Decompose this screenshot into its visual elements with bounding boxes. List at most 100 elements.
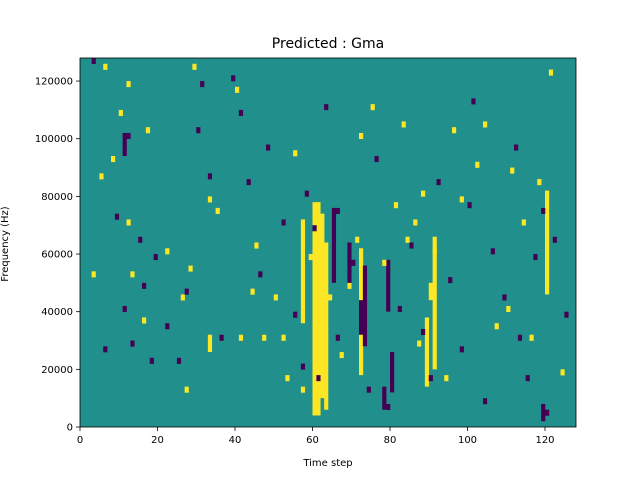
heatmap-cell-high	[452, 127, 457, 134]
heatmap-cell-high	[560, 369, 565, 376]
heatmap-cell-high	[405, 236, 410, 243]
heatmap-band-low	[359, 300, 364, 335]
heatmap-cell-high	[459, 196, 464, 203]
heatmap-band-high	[432, 236, 437, 370]
heatmap-cell-low	[312, 225, 317, 232]
heatmap-cell-low	[471, 98, 476, 105]
heatmap-cell-high	[432, 248, 437, 255]
y-tick-label: 100000	[35, 134, 73, 145]
heatmap-cell-high	[382, 259, 387, 266]
heatmap-cell-high	[103, 63, 108, 70]
heatmap-cell-low	[351, 259, 356, 266]
heatmap-band-low	[390, 352, 395, 393]
heatmap-cell-low	[246, 179, 251, 186]
heatmap-cell-high	[142, 317, 147, 324]
heatmap-cell-low	[149, 357, 154, 364]
heatmap-cell-high	[308, 254, 313, 261]
heatmap-cell-low	[176, 357, 182, 364]
heatmap-cell-low	[266, 144, 271, 151]
heatmap-cell-low	[541, 207, 546, 214]
heatmap-cell-high	[145, 127, 151, 134]
heatmap-cell-low	[525, 375, 530, 382]
chart-title: Predicted : Gma	[272, 36, 384, 52]
heatmap-cell-low	[517, 334, 523, 341]
heatmap-cell-high	[475, 161, 480, 168]
heatmap-cell-low	[564, 311, 569, 318]
heatmap-cell-low	[231, 75, 236, 82]
heatmap-cell-low	[281, 219, 286, 226]
x-axis-label: Time step	[302, 458, 352, 469]
heatmap-cell-low	[293, 311, 298, 318]
heatmap-cell-high	[421, 190, 426, 197]
heatmap-cell-low	[428, 375, 433, 382]
heatmap-cell-high	[320, 311, 325, 318]
heatmap-cell-low	[238, 109, 244, 116]
heatmap-cell-low	[130, 340, 135, 347]
heatmap-cell-high	[130, 271, 135, 278]
y-axis-label: Frequency (Hz)	[0, 206, 11, 282]
plot-area	[79, 57, 577, 428]
x-tick-label: 120	[535, 435, 554, 446]
heatmap-cell-high	[281, 334, 286, 341]
y-tick-label: 120000	[35, 77, 73, 88]
heatmap-cell-high	[188, 265, 193, 272]
heatmap-cell-high	[413, 219, 418, 226]
heatmap-cell-high	[506, 305, 511, 312]
heatmap-cell-high	[262, 334, 267, 341]
heatmap-cell-high	[91, 271, 96, 278]
heatmap-cell-high	[393, 202, 399, 209]
heatmap-band-low	[331, 207, 337, 283]
heatmap-cell-high	[417, 340, 422, 347]
heatmap-cell-low	[258, 271, 263, 278]
heatmap-band-low	[382, 386, 387, 410]
heatmap-cell-high	[207, 196, 213, 203]
heatmap-band-high	[320, 213, 325, 399]
heatmap-cell-high	[347, 282, 352, 289]
heatmap-cell-low	[126, 132, 131, 140]
heatmap-cell-low	[184, 288, 189, 295]
heatmap-cell-low	[122, 305, 127, 312]
heatmap-cell-low	[114, 213, 120, 220]
heatmap-band-high	[316, 202, 321, 416]
x-tick-label: 100	[458, 435, 477, 446]
heatmap-cell-high	[238, 334, 244, 341]
heatmap-cell-low	[552, 236, 557, 243]
heatmap-cell-high	[184, 386, 189, 393]
heatmap-cell-low	[335, 334, 340, 341]
y-tick-label: 60000	[41, 250, 73, 261]
heatmap-cell-low	[533, 254, 538, 261]
heatmap-band-high	[424, 317, 430, 387]
heatmap-cell-low	[545, 409, 550, 416]
y-tick-label: 20000	[41, 365, 73, 376]
heatmap-cell-low	[467, 202, 472, 209]
heatmap-cell-high	[250, 288, 255, 295]
heatmap-cell-low	[300, 363, 306, 370]
heatmap-band-low	[347, 242, 352, 289]
heatmap-cell-low	[142, 282, 147, 289]
heatmap-cell-low	[362, 300, 368, 307]
heatmap-cell-high	[118, 109, 123, 116]
heatmap-cell-low	[374, 156, 379, 163]
heatmap-cell-low	[103, 346, 108, 353]
x-tick-label: 40	[229, 435, 242, 446]
heatmap-band-high	[545, 190, 550, 295]
x-tick-label: 20	[151, 435, 164, 446]
heatmap-cell-high	[510, 167, 515, 174]
heatmap-cell-high	[300, 386, 306, 393]
heatmap-cell-low	[138, 236, 143, 243]
heatmap-cell-high	[537, 179, 542, 186]
heatmap-cell-low	[397, 305, 402, 312]
heatmap-cell-high	[126, 81, 131, 88]
heatmap-cell-high	[165, 248, 170, 255]
y-tick-label: 0	[67, 423, 73, 434]
y-axis: 0 20000 40000 60000 80000 100000 120000	[35, 77, 80, 434]
heatmap-cell-high	[483, 121, 488, 128]
heatmap-cell-high	[126, 219, 131, 226]
heatmap-cell-low	[448, 277, 453, 284]
heatmap-cell-low	[153, 254, 158, 261]
plot-frame	[79, 57, 577, 428]
heatmap-cell-low	[483, 398, 488, 405]
heatmap-cell-high	[548, 69, 554, 76]
heatmap-cell-low	[207, 173, 213, 180]
heatmap-cell-high	[235, 86, 240, 93]
